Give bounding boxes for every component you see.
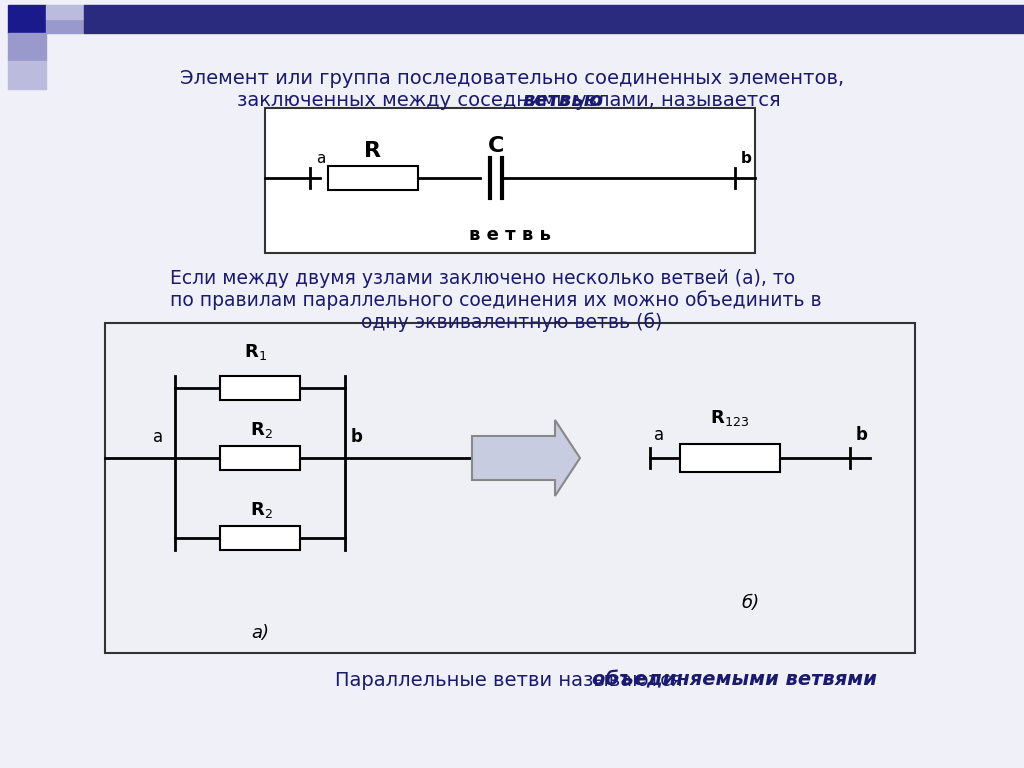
Bar [265, 108, 755, 253]
Text: в е т в ь: в е т в ь [469, 226, 551, 244]
Bar [105, 323, 915, 653]
Text: C: C [487, 136, 504, 156]
Text: по правилам параллельного соединения их можно объединить в: по правилам параллельного соединения их … [170, 290, 821, 310]
Text: R$_2$: R$_2$ [250, 420, 272, 440]
Text: R: R [365, 141, 382, 161]
Text: Параллельные ветви называются: Параллельные ветви называются [335, 670, 689, 690]
Bar [46, 19, 84, 33]
Bar [84, 5, 1024, 33]
Text: a: a [316, 151, 326, 166]
Text: объединяемыми ветвями: объединяемыми ветвями [592, 670, 877, 690]
Bar [8, 61, 46, 89]
Text: b: b [741, 151, 752, 166]
Text: ветвью: ветвью [522, 91, 603, 110]
Text: R$_{123}$: R$_{123}$ [711, 408, 750, 428]
Bar [220, 446, 300, 470]
Text: R$_1$: R$_1$ [244, 342, 266, 362]
Text: R$_2$: R$_2$ [250, 500, 272, 520]
Text: б): б) [741, 594, 759, 612]
Bar [220, 376, 300, 400]
Text: Элемент или группа последовательно соединенных элементов,: Элемент или группа последовательно соеди… [180, 68, 844, 88]
Text: а): а) [251, 624, 269, 642]
Text: одну эквивалентную ветвь (б): одну эквивалентную ветвь (б) [361, 312, 663, 332]
Text: a: a [153, 428, 163, 446]
Bar [680, 444, 780, 472]
Text: заключенных между соседними узлами, называется: заключенных между соседними узлами, назы… [238, 91, 786, 110]
Bar [8, 33, 46, 61]
Bar [220, 526, 300, 550]
Text: Если между двумя узлами заключено несколько ветвей (а), то: Если между двумя узлами заключено нескол… [170, 269, 795, 287]
Bar [46, 5, 84, 19]
Text: b: b [856, 426, 868, 444]
Bar [328, 166, 418, 190]
Text: b: b [351, 428, 362, 446]
Text: a: a [654, 426, 665, 444]
Bar [8, 5, 46, 33]
Polygon shape [472, 420, 580, 496]
